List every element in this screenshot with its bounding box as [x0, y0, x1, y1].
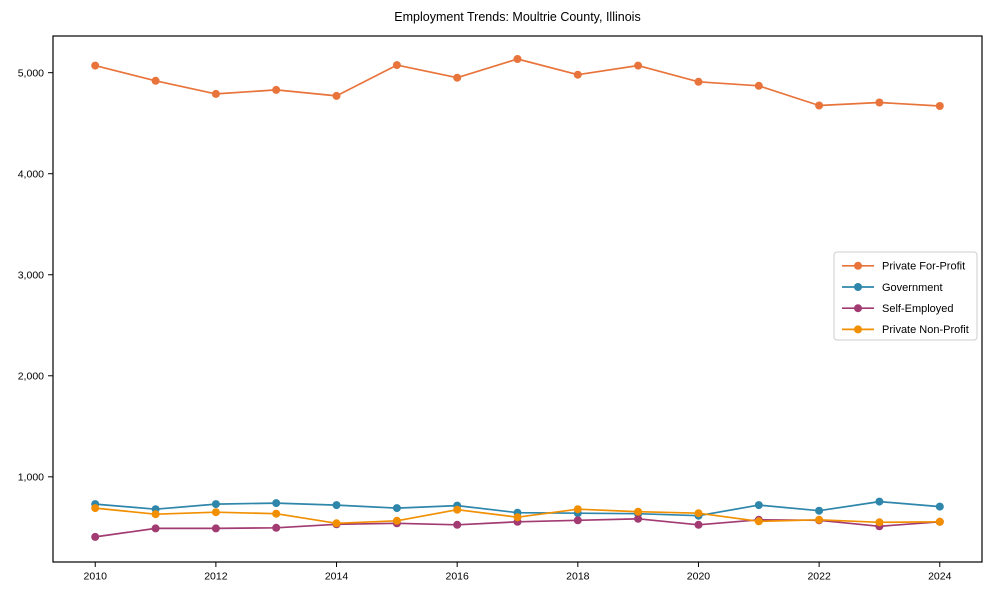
x-tick-label: 2010 [84, 571, 108, 583]
x-tick-label: 2022 [807, 571, 831, 583]
x-tick-label: 2016 [445, 571, 469, 583]
data-point-self-employed [151, 524, 160, 533]
legend-label: Government [882, 282, 943, 294]
axes-spines [52, 35, 983, 563]
legend [833, 251, 978, 341]
data-point-private-for-profit [573, 70, 582, 79]
data-point-government [332, 501, 341, 510]
data-point-government [392, 504, 401, 513]
data-point-private-non-profit [513, 513, 522, 522]
data-point-self-employed [573, 516, 582, 525]
data-point-self-employed [453, 520, 462, 529]
data-point-private-non-profit [332, 519, 341, 528]
data-point-self-employed [91, 532, 100, 541]
data-point-government [272, 499, 281, 508]
data-point-private-for-profit [935, 102, 944, 110]
data-point-private-for-profit [513, 55, 522, 63]
data-point-private-for-profit [694, 77, 703, 86]
data-point-private-non-profit [815, 515, 824, 524]
data-point-private-for-profit [91, 61, 100, 70]
data-point-government [935, 502, 944, 511]
data-point-private-non-profit [935, 517, 944, 526]
data-point-private-for-profit [815, 101, 824, 110]
x-tick-label: 2018 [566, 571, 590, 583]
data-point-private-for-profit [211, 89, 220, 98]
data-point-private-for-profit [754, 81, 763, 90]
chart-title: Employment Trends: Moultrie County, Illi… [394, 10, 641, 24]
data-point-government [754, 501, 763, 510]
y-tick-label: 3,000 [18, 269, 44, 281]
data-point-private-for-profit [151, 76, 160, 85]
data-point-private-for-profit [634, 61, 643, 70]
data-point-private-non-profit [272, 509, 281, 518]
data-point-private-for-profit [332, 91, 341, 100]
data-point-government [815, 506, 824, 515]
x-tick-label: 2024 [928, 571, 952, 583]
data-point-private-for-profit [272, 85, 281, 94]
data-point-private-non-profit [453, 505, 462, 514]
legend-marker-dot [854, 261, 862, 270]
series-line-private-for-profit [94, 58, 941, 107]
data-point-private-non-profit [634, 507, 643, 516]
data-point-government [875, 497, 884, 506]
data-point-private-for-profit [453, 73, 462, 82]
data-point-private-non-profit [151, 510, 160, 519]
legend-label: Private For-Profit [882, 261, 965, 273]
data-point-government [211, 500, 220, 509]
data-point-private-non-profit [91, 504, 100, 513]
legend-label: Private Non-Profit [882, 324, 969, 336]
data-point-private-non-profit [392, 516, 401, 525]
data-point-self-employed [694, 520, 703, 529]
legend-label: Self-Employed [882, 303, 954, 315]
data-point-private-non-profit [211, 508, 220, 517]
data-point-private-for-profit [392, 61, 401, 70]
data-point-private-for-profit [875, 98, 884, 107]
legend-marker-dot [854, 325, 862, 334]
x-tick-label: 2014 [325, 571, 349, 583]
data-point-self-employed [272, 523, 281, 532]
x-tick-label: 2012 [204, 571, 228, 583]
legend-marker-dot [854, 283, 862, 291]
y-tick-label: 1,000 [18, 472, 44, 484]
legend-marker-dot [854, 304, 862, 313]
data-point-private-non-profit [754, 517, 763, 526]
data-point-self-employed [634, 514, 643, 523]
data-point-private-non-profit [694, 509, 703, 518]
data-point-self-employed [211, 524, 220, 533]
y-tick-label: 2,000 [18, 370, 44, 382]
x-tick-label: 2020 [687, 571, 711, 583]
data-point-private-non-profit [573, 505, 582, 514]
data-point-private-non-profit [875, 518, 884, 527]
y-tick-label: 4,000 [18, 168, 44, 180]
y-tick-label: 5,000 [18, 67, 44, 79]
